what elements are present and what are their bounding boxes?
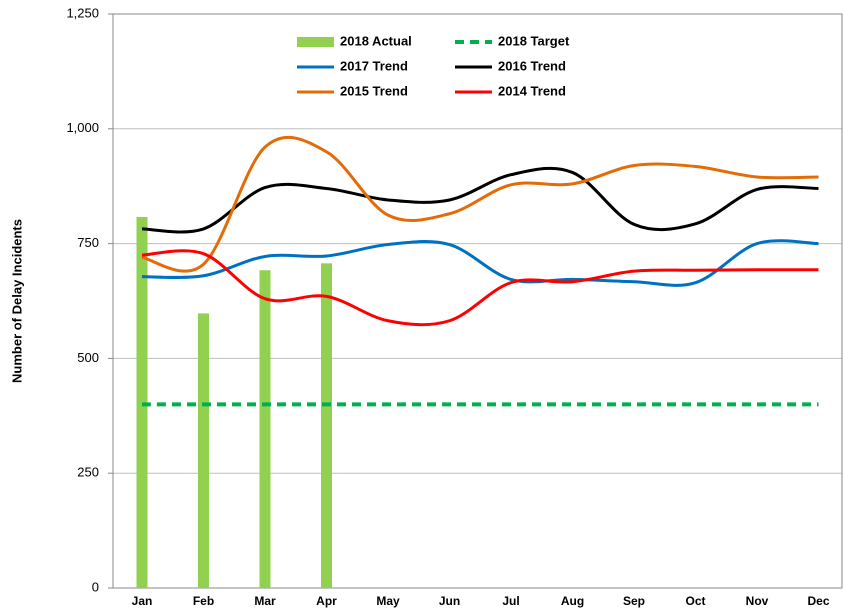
legend-label: 2018 Actual (340, 33, 412, 48)
legend-label: 2016 Trend (498, 58, 566, 73)
x-tick-label: Nov (746, 594, 769, 608)
y-tick-label: 1,000 (66, 120, 99, 135)
bar (259, 270, 271, 588)
bar (321, 263, 332, 588)
y-tick-label: 250 (77, 465, 99, 480)
y-tick-label: 500 (77, 350, 99, 365)
x-tick-label: Dec (807, 594, 829, 608)
line (141, 166, 819, 234)
x-tick-label: Mar (254, 594, 276, 608)
x-tick-label: May (376, 594, 400, 608)
line (141, 239, 819, 287)
legend-label: 2018 Target (498, 33, 570, 48)
legend-swatch (297, 37, 334, 47)
line (141, 136, 819, 273)
x-tick-label: Jun (439, 594, 460, 608)
legend-label: 2015 Trend (340, 83, 408, 98)
x-tick-label: Oct (685, 594, 705, 608)
line (141, 249, 819, 327)
bar (198, 313, 209, 588)
x-tick-label: Sep (623, 594, 645, 608)
x-tick-label: Apr (316, 594, 337, 608)
x-tick-label: Feb (193, 594, 214, 608)
x-tick-label: Jan (132, 594, 153, 608)
y-axis-label: Number of Delay Incidents (9, 219, 24, 383)
x-tick-label: Aug (561, 594, 584, 608)
legend-label: 2017 Trend (340, 58, 408, 73)
y-tick-label: 0 (92, 579, 99, 594)
x-tick-label: Jul (502, 594, 519, 608)
y-tick-label: 1,250 (66, 5, 99, 20)
y-tick-label: 750 (77, 235, 99, 250)
legend-label: 2014 Trend (498, 83, 566, 98)
plot-frame (112, 13, 843, 589)
